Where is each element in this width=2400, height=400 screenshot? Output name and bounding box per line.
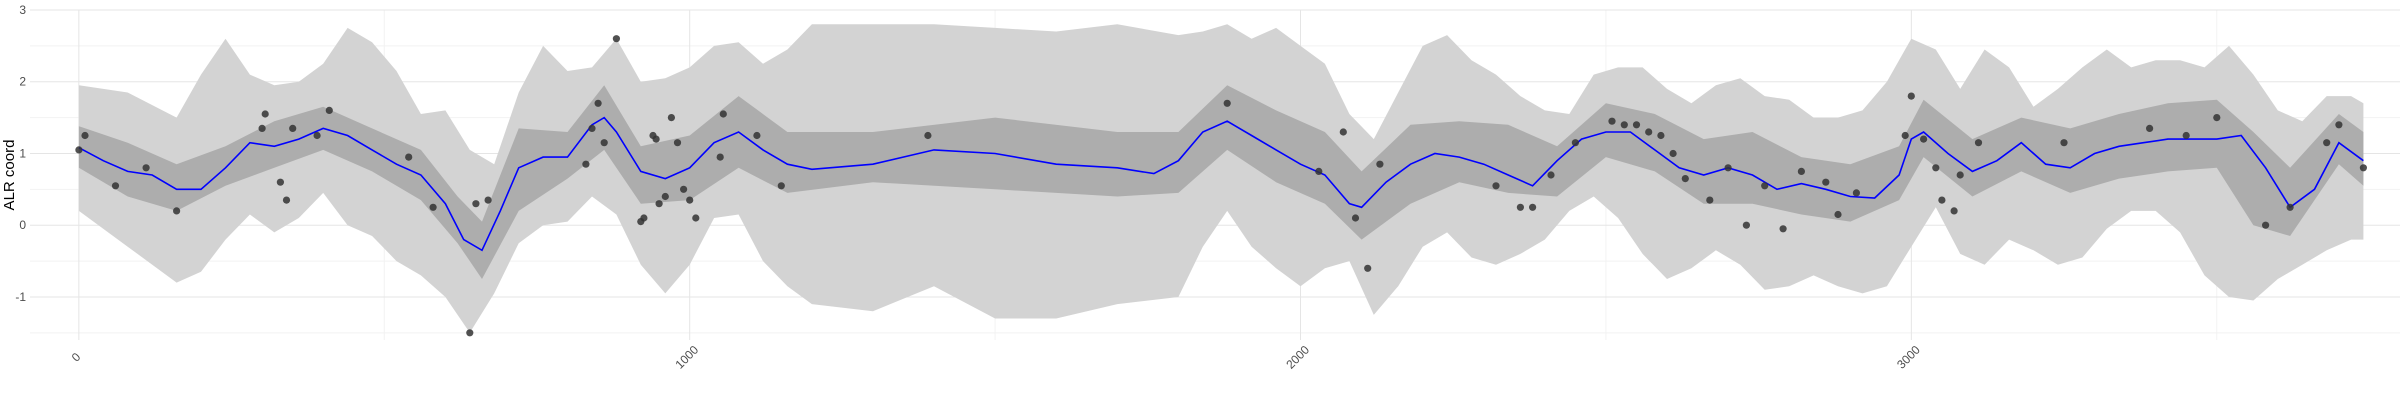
data-point <box>1724 164 1732 172</box>
data-point <box>661 192 669 201</box>
posterior-mean-line <box>78 116 2364 252</box>
data-point <box>1571 139 1579 147</box>
y-tick-label: -1 <box>15 290 26 304</box>
data-point <box>484 196 492 204</box>
data-point <box>1339 128 1347 136</box>
data-point <box>1938 196 1946 204</box>
data-point <box>111 182 120 190</box>
data-point <box>142 164 150 172</box>
data-point <box>1797 167 1805 175</box>
data-point <box>1632 121 1641 129</box>
data-point <box>667 114 676 122</box>
y-tick-label: 3 <box>19 3 26 17</box>
y-axis-title: ALR coord <box>1 140 18 211</box>
data-point <box>276 178 284 186</box>
data-point <box>2060 139 2068 147</box>
data-point <box>261 110 269 118</box>
data-point <box>325 106 333 114</box>
data-point <box>405 153 413 161</box>
data-point <box>1547 171 1555 179</box>
data-point <box>1657 131 1665 140</box>
data-point <box>1223 99 1231 107</box>
data-point <box>924 131 932 140</box>
data-point <box>1706 196 1714 204</box>
data-point <box>1529 203 1537 211</box>
data-point <box>1315 167 1323 175</box>
data-point <box>1834 210 1842 219</box>
data-point <box>655 200 663 208</box>
data-point <box>1645 128 1653 136</box>
data-point <box>1742 221 1750 229</box>
data-point <box>680 185 688 193</box>
data-point <box>716 153 724 161</box>
data-point <box>652 135 660 143</box>
data-point <box>777 182 785 190</box>
data-point <box>612 35 621 43</box>
y-axis-ticks: -1 0 1 2 3 <box>15 3 26 304</box>
data-point <box>1907 92 1915 100</box>
data-point <box>429 203 437 211</box>
data-point <box>753 131 761 140</box>
outer-credible-band <box>78 24 2364 333</box>
data-point <box>2146 124 2154 132</box>
data-point <box>1974 139 1983 147</box>
data-point <box>1364 264 1372 272</box>
data-point <box>1822 178 1830 186</box>
data-point <box>1681 175 1689 183</box>
data-point <box>1608 117 1616 125</box>
data-point <box>2213 114 2221 122</box>
y-tick-label: 0 <box>19 218 26 232</box>
data-point <box>466 329 474 337</box>
data-point <box>1620 121 1628 129</box>
data-point <box>686 196 694 204</box>
data-point <box>75 146 83 154</box>
data-point <box>588 124 596 132</box>
data-point <box>2359 164 2367 172</box>
y-tick-label: 2 <box>19 75 26 89</box>
data-point <box>600 139 608 147</box>
data-point <box>1852 189 1860 197</box>
data-point <box>1779 225 1787 233</box>
data-point <box>1516 203 1524 211</box>
data-point <box>719 110 727 118</box>
data-point <box>1956 171 1964 179</box>
data-point <box>173 207 181 215</box>
data-point <box>2323 139 2331 147</box>
data-point <box>472 200 480 208</box>
y-tick-label: 1 <box>19 146 26 160</box>
data-point <box>673 139 682 147</box>
data-point <box>1932 164 1940 172</box>
data-point <box>258 124 266 132</box>
data-point <box>2182 131 2190 140</box>
data-point <box>1920 135 1928 143</box>
data-point <box>594 99 602 107</box>
data-point <box>2262 221 2270 229</box>
data-point <box>1492 182 1500 190</box>
data-point <box>313 131 321 140</box>
data-point <box>1669 149 1677 158</box>
data-point <box>282 196 291 204</box>
data-point <box>640 214 648 222</box>
data-point <box>2335 121 2343 129</box>
data-point <box>1901 131 1909 140</box>
data-point <box>81 131 89 140</box>
observed-points <box>75 35 2367 337</box>
data-point <box>289 124 297 132</box>
data-point <box>1761 182 1769 190</box>
data-point <box>582 160 590 168</box>
data-point <box>1376 160 1384 168</box>
data-point <box>692 214 700 222</box>
data-point <box>1351 214 1360 222</box>
data-point <box>2286 203 2294 211</box>
data-point <box>1950 207 1958 215</box>
